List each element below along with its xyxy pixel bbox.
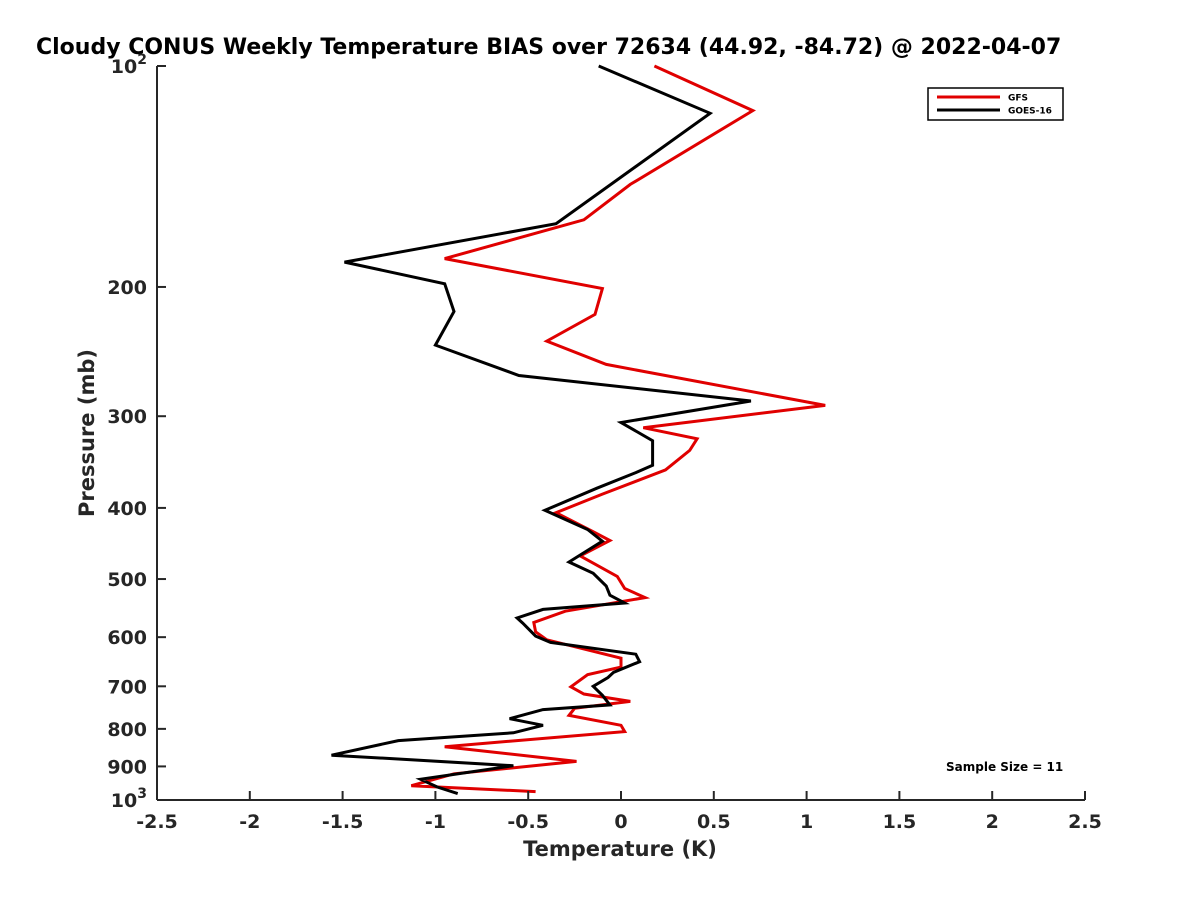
- x-tick-label: -0.5: [507, 811, 549, 833]
- y-tick-label: 600: [107, 627, 147, 649]
- legend-box: [927, 87, 1064, 121]
- y-tick-label: 300: [107, 406, 147, 428]
- y-tick-label: 500: [107, 569, 147, 591]
- y-tick-label: 102: [111, 52, 147, 78]
- series-line-gfs: [410, 64, 826, 794]
- x-tick-label: 2.5: [1068, 811, 1102, 833]
- x-tick-label: 2: [986, 811, 999, 833]
- y-tick-label: 103: [111, 786, 147, 812]
- y-tick-label: 900: [107, 756, 147, 778]
- legend-label: GFS: [1008, 94, 1028, 104]
- x-tick-label: 0: [614, 811, 627, 833]
- y-axis-title: Pressure (mb): [75, 349, 99, 517]
- y-tick-label: 800: [107, 719, 147, 741]
- y-tick-label: 700: [107, 676, 147, 698]
- x-tick-label: 1: [800, 811, 813, 833]
- x-tick-label: -2.5: [136, 811, 178, 833]
- x-tick-label: 0.5: [697, 811, 731, 833]
- x-tick-label: -2: [239, 811, 260, 833]
- axes-layer: -2.5 -2 -1.5 -1 -0.5 0 0.5 1 1.5 2 2.5 102 200 300 400…: [107, 52, 1102, 833]
- x-tick-label: -1.5: [322, 811, 364, 833]
- chart-title: Cloudy CONUS Weekly Temperature BIAS ove…: [36, 35, 1061, 60]
- y-tick-label: 200: [107, 277, 147, 299]
- series-line-goes-16: [331, 64, 752, 796]
- legend-label: GOES-16: [1008, 107, 1052, 117]
- y-tick-label: 400: [107, 498, 147, 520]
- x-tick-label: -1: [425, 811, 446, 833]
- series-layer: [331, 64, 826, 796]
- x-axis-title: Temperature (K): [523, 837, 717, 861]
- legend: GFS GOES-16: [927, 87, 1064, 121]
- x-tick-label: 1.5: [883, 811, 917, 833]
- sample-size-annotation: Sample Size = 11: [946, 760, 1063, 774]
